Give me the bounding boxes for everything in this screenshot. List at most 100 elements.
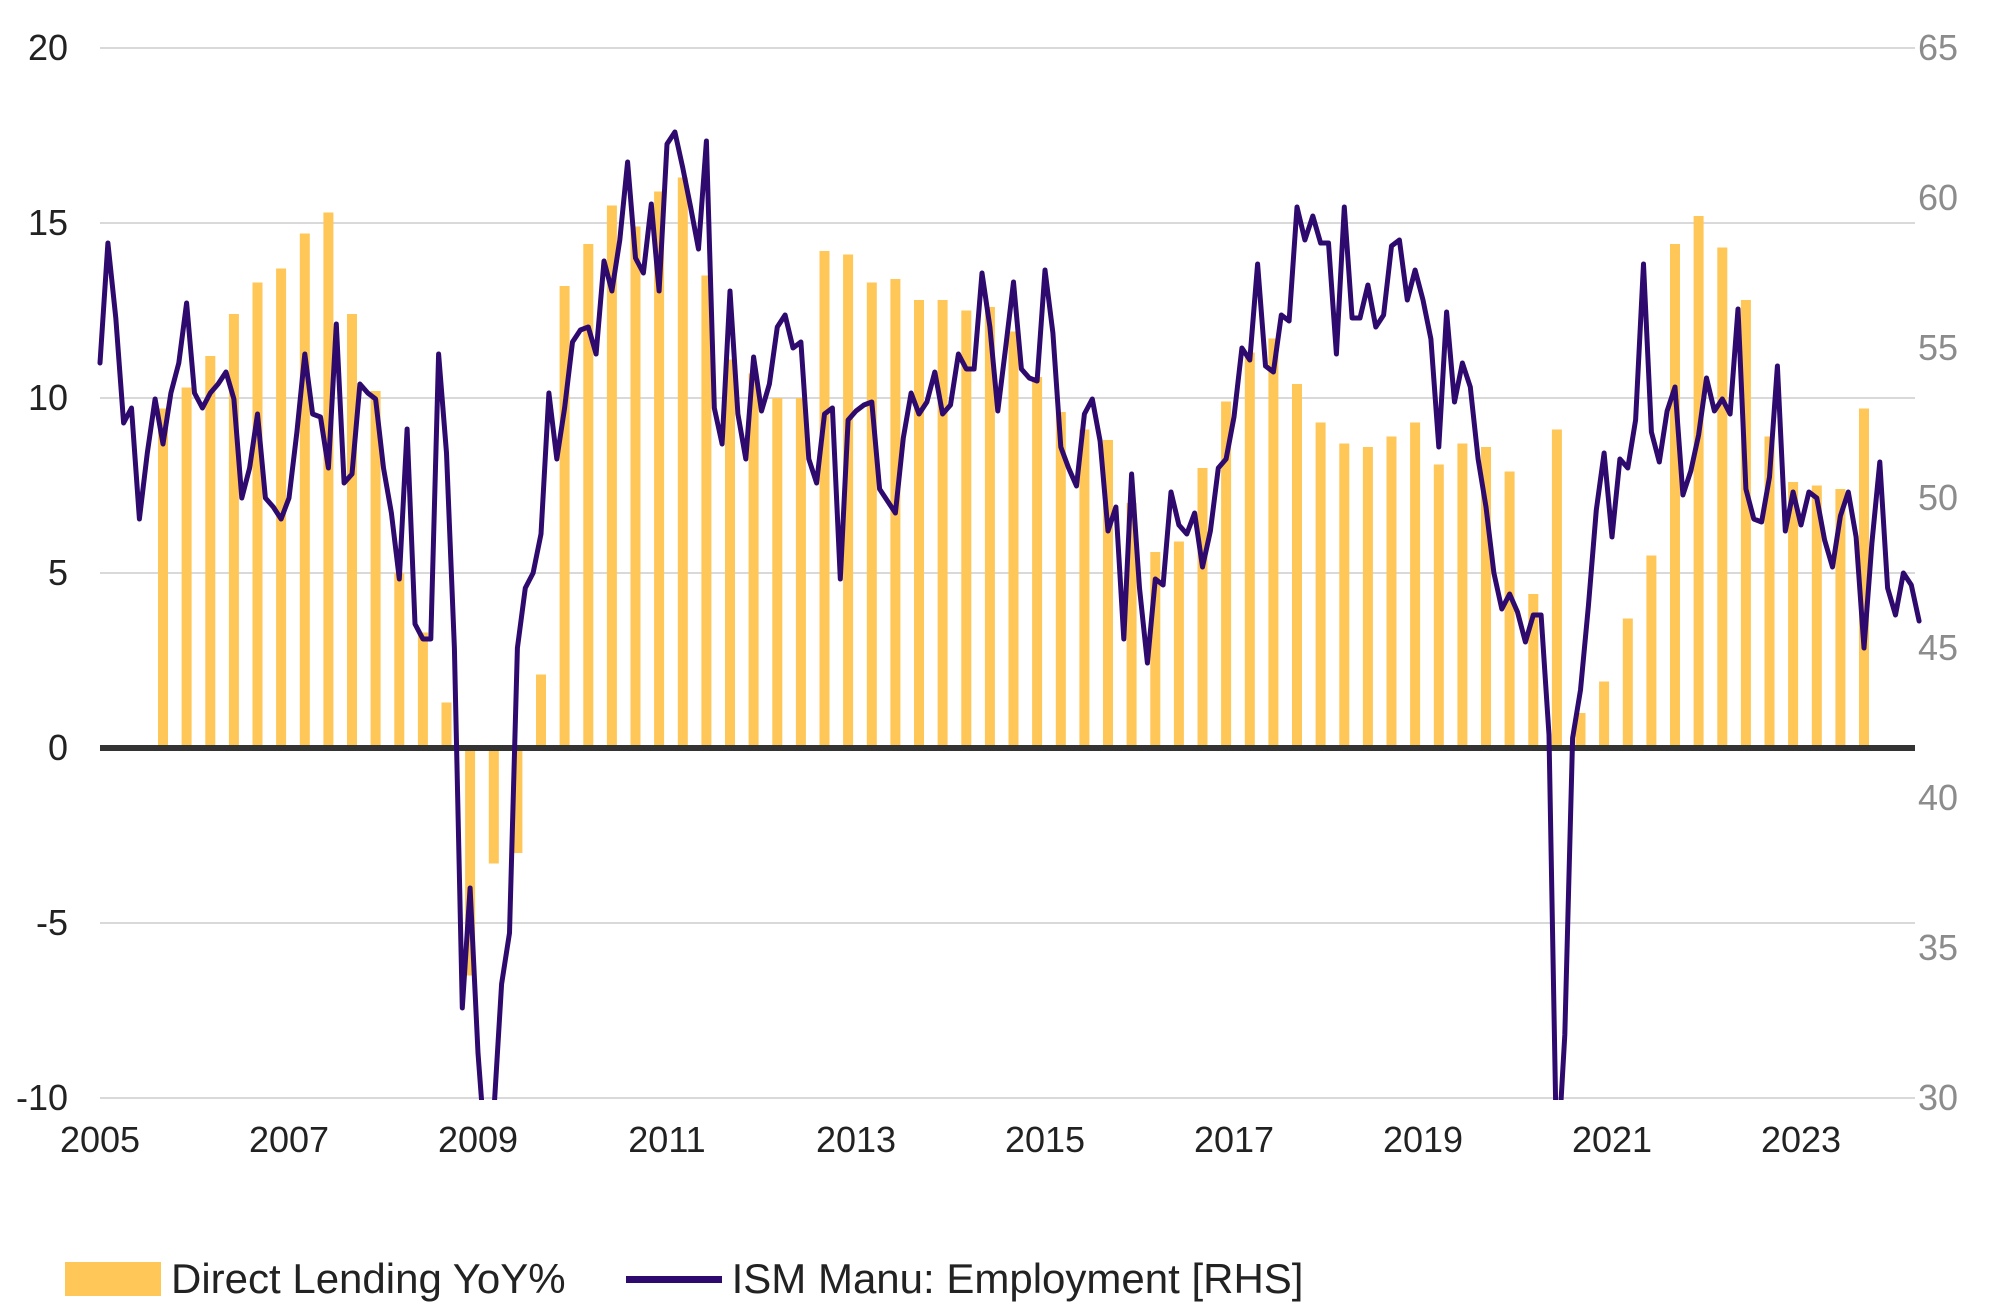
bar [1433,464,1444,748]
right-axis-ticks: 30 35 40 45 50 55 60 65 [1918,27,1958,1118]
left-tick-label: -5 [36,902,68,943]
legend-swatch-line [625,1275,722,1283]
legend: Direct Lending YoY% ISM Manu: Employment… [65,1255,1363,1303]
x-tick-label: 2009 [438,1119,518,1160]
bar [1386,436,1397,748]
bar [1079,429,1090,748]
bar [1457,443,1468,748]
bar [536,674,546,748]
bar [866,282,877,748]
x-tick-label: 2013 [816,1119,896,1160]
right-tick-label: 50 [1918,477,1958,518]
bar [984,307,995,748]
bar [1481,447,1491,748]
bar [205,356,216,748]
legend-label-bars: Direct Lending YoY% [171,1255,566,1302]
left-tick-label: 10 [28,377,68,418]
bar [441,702,452,748]
bar [937,300,948,748]
x-tick-label: 2007 [249,1119,329,1160]
right-tick-label: 45 [1918,627,1958,668]
x-tick-label: 2019 [1383,1119,1463,1160]
bar [1410,422,1421,748]
bar [488,748,499,864]
bar [1103,440,1113,748]
bar [1315,422,1326,748]
bar [677,177,688,748]
bar [1717,247,1728,748]
left-tick-label: 5 [48,552,68,593]
bar [1150,552,1161,748]
bar [819,251,830,748]
x-axis-ticks: 2005 2007 2009 2011 2013 2015 2017 2019 2021 2023 [60,1119,1841,1160]
x-tick-label: 2017 [1194,1119,1274,1160]
bar-series [158,177,1869,976]
bar [299,233,310,748]
bar [1339,443,1350,748]
bar [1811,485,1822,748]
left-axis-ticks: -10 -5 0 5 10 15 20 [16,27,68,1118]
left-tick-label: 20 [28,27,68,68]
bar [1528,594,1539,748]
bar [1221,401,1232,748]
right-tick-label: 40 [1918,777,1958,818]
bar [1126,503,1137,748]
bar [181,387,192,748]
left-tick-label: 0 [48,727,68,768]
bar [1197,468,1208,748]
bar [1599,681,1610,748]
bar [1764,436,1775,748]
bar [1055,412,1066,748]
bar [276,268,287,748]
bar [1693,216,1704,748]
x-tick-label: 2005 [60,1119,140,1160]
legend-item-bars: Direct Lending YoY% [65,1255,566,1303]
bar [1504,471,1515,748]
bar [323,212,334,748]
x-tick-label: 2015 [1005,1119,1085,1160]
bar [1173,541,1184,748]
bar [1740,300,1751,748]
bar [1292,384,1302,748]
line-series [97,129,1922,1100]
legend-item-line: ISM Manu: Employment [RHS] [625,1255,1303,1303]
bar [1008,331,1019,748]
x-tick-label: 2021 [1572,1119,1652,1160]
bar [347,314,357,748]
bar [1859,408,1869,748]
bar [512,748,523,853]
bar [417,632,428,748]
bar [748,373,759,748]
bar [1032,377,1043,748]
bar [606,205,617,748]
x-tick-label: 2011 [628,1119,705,1160]
right-tick-label: 35 [1918,927,1958,968]
bar [1622,618,1633,748]
bar [701,275,712,748]
bar [370,391,381,748]
right-tick-label: 60 [1918,177,1958,218]
bar [725,359,735,748]
right-tick-label: 30 [1918,1077,1958,1118]
bar [795,398,806,748]
bar [654,191,665,748]
bar [1788,482,1799,748]
legend-swatch-bars [65,1262,161,1296]
bar [914,300,924,748]
series-line [97,129,1922,1100]
right-tick-label: 65 [1918,27,1958,68]
bar [1551,429,1562,748]
bar [1575,713,1586,748]
bar [961,310,972,748]
bar [1835,489,1846,748]
bar [465,748,476,976]
bar [843,254,854,748]
right-tick-label: 55 [1918,327,1958,368]
bar [772,398,783,748]
x-tick-label: 2023 [1761,1119,1841,1160]
bar [583,244,594,748]
left-tick-label: -10 [16,1077,68,1118]
bar [1268,338,1279,748]
bar [1646,555,1657,748]
bar [559,286,570,748]
